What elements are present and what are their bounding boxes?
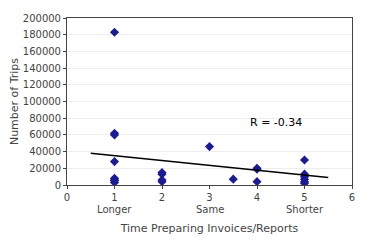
svg-text:1: 1 [111, 192, 117, 203]
svg-text:0: 0 [55, 180, 61, 191]
svg-text:R = -0.34: R = -0.34 [250, 116, 302, 129]
svg-text:6: 6 [349, 192, 355, 203]
svg-text:Number of Trips: Number of Trips [8, 58, 21, 145]
svg-text:5: 5 [301, 192, 307, 203]
svg-text:100000: 100000 [23, 96, 61, 107]
svg-text:40000: 40000 [29, 146, 61, 157]
svg-text:180000: 180000 [23, 29, 61, 40]
svg-text:Shorter: Shorter [286, 204, 324, 215]
svg-text:160000: 160000 [23, 46, 61, 57]
svg-text:20000: 20000 [29, 163, 61, 174]
svg-text:4: 4 [254, 192, 260, 203]
svg-text:200000: 200000 [23, 13, 61, 24]
svg-text:Same: Same [196, 204, 224, 215]
svg-text:Longer: Longer [97, 204, 132, 215]
svg-text:140000: 140000 [23, 63, 61, 74]
svg-text:120000: 120000 [23, 79, 61, 90]
svg-text:2: 2 [159, 192, 165, 203]
svg-text:3: 3 [206, 192, 212, 203]
svg-text:60000: 60000 [29, 129, 61, 140]
svg-text:Time Preparing Invoices/Report: Time Preparing Invoices/Reports [120, 222, 299, 235]
svg-text:80000: 80000 [29, 113, 61, 124]
svg-text:0: 0 [64, 192, 70, 203]
